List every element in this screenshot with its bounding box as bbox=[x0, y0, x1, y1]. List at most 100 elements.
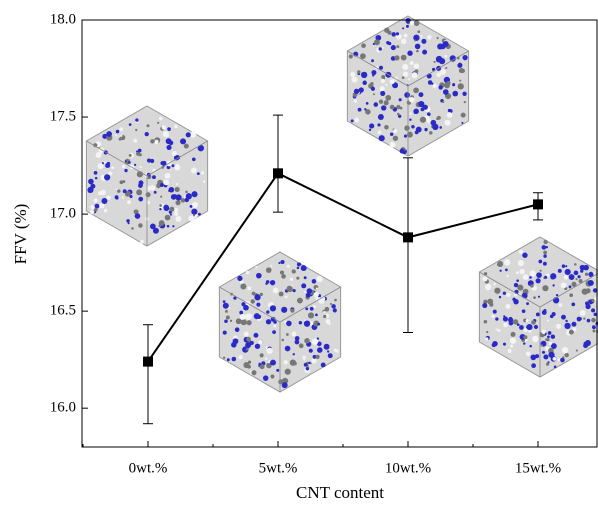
cube-speck bbox=[290, 309, 294, 313]
cube-speck bbox=[160, 196, 162, 198]
cube-speck bbox=[150, 139, 154, 143]
cube-speck bbox=[140, 166, 142, 168]
cube-speck bbox=[115, 134, 117, 136]
cube-speck bbox=[404, 125, 409, 130]
cube-speck bbox=[290, 359, 296, 365]
cube-speck bbox=[324, 344, 330, 350]
cube-speck bbox=[452, 91, 458, 97]
cube-speck bbox=[415, 130, 419, 134]
cube-speck bbox=[591, 308, 595, 312]
cube-speck bbox=[90, 210, 94, 214]
cube-speck bbox=[529, 345, 532, 348]
cube-speck bbox=[381, 105, 386, 110]
cube-speck bbox=[299, 343, 304, 348]
cube-speck bbox=[120, 180, 124, 184]
cube-speck bbox=[133, 139, 137, 143]
cube-speck bbox=[165, 215, 171, 221]
cube-speck bbox=[241, 302, 245, 306]
cube-speck bbox=[281, 307, 287, 313]
y-tick-label: 16.5 bbox=[50, 303, 76, 319]
cube-speck bbox=[440, 69, 446, 75]
cube-speck bbox=[351, 77, 357, 83]
cube-speck bbox=[541, 344, 543, 346]
x-tick-label: 0wt.% bbox=[129, 460, 168, 476]
error-bar bbox=[273, 115, 283, 212]
cube-speck bbox=[159, 117, 163, 121]
cube-speck bbox=[464, 101, 466, 103]
cube-speck bbox=[286, 286, 292, 292]
cube-speck bbox=[379, 66, 383, 70]
cube-speck bbox=[427, 35, 431, 39]
cube-speck bbox=[270, 305, 276, 311]
cube-speck bbox=[304, 291, 306, 293]
cube-speck bbox=[316, 288, 318, 290]
cube-speck bbox=[138, 183, 143, 188]
cube-speck bbox=[169, 207, 174, 212]
cube-speck bbox=[197, 172, 200, 175]
cube-speck bbox=[370, 82, 373, 85]
cube-speck bbox=[482, 277, 487, 282]
cube-speck bbox=[135, 129, 137, 131]
cube-speck bbox=[530, 284, 534, 288]
cube-speck bbox=[278, 379, 283, 384]
cube-speck bbox=[381, 75, 385, 79]
cube-speck bbox=[396, 32, 399, 35]
cube-speck bbox=[414, 20, 420, 26]
point bbox=[533, 199, 543, 209]
cube-speck bbox=[302, 356, 305, 359]
cube-speck bbox=[379, 47, 382, 50]
cube-speck bbox=[378, 114, 384, 120]
cube-speck bbox=[487, 299, 493, 305]
cube-speck bbox=[94, 198, 98, 202]
error-bar bbox=[143, 325, 153, 424]
cube-speck bbox=[159, 208, 161, 210]
cube-speck bbox=[198, 213, 201, 216]
cube-speck bbox=[485, 337, 488, 340]
cube-speck bbox=[494, 288, 500, 294]
cube-speck bbox=[415, 69, 419, 73]
cube-speck bbox=[138, 197, 143, 202]
cube-speck bbox=[286, 321, 292, 327]
cube-speck bbox=[452, 83, 455, 86]
cube-speck bbox=[496, 328, 498, 330]
cube-speck bbox=[548, 331, 552, 335]
cube-speck bbox=[136, 189, 142, 195]
cube-speck bbox=[550, 275, 554, 279]
cube-speck bbox=[493, 283, 496, 286]
cube-speck bbox=[254, 313, 260, 319]
cube-speck bbox=[532, 336, 538, 342]
cube-speck bbox=[105, 163, 110, 168]
cube-speck bbox=[243, 362, 249, 368]
cube-speck bbox=[192, 191, 198, 197]
cube-speck bbox=[564, 323, 570, 329]
cube-speck bbox=[336, 349, 339, 352]
cube-speck bbox=[266, 310, 269, 313]
cube-speck bbox=[249, 314, 251, 316]
cube-speck bbox=[407, 50, 412, 55]
cube-speck bbox=[263, 375, 268, 380]
cube-speck bbox=[246, 337, 251, 342]
cube-speck bbox=[297, 262, 301, 266]
cube-speck bbox=[122, 196, 124, 198]
cube-speck bbox=[91, 205, 95, 209]
cube-speck bbox=[226, 316, 230, 320]
y-axis-label: FFV (%) bbox=[11, 204, 30, 265]
cube-speck bbox=[203, 180, 206, 183]
cube-speck bbox=[327, 350, 329, 352]
cube-speck bbox=[224, 319, 228, 323]
cube-speck bbox=[385, 84, 387, 86]
cube-speck bbox=[88, 179, 94, 185]
cube-speck bbox=[188, 215, 194, 221]
cube-speck bbox=[546, 363, 549, 366]
cube-speck bbox=[379, 135, 385, 141]
cube-speck bbox=[127, 200, 131, 204]
cube-speck bbox=[576, 350, 578, 352]
cube-speck bbox=[558, 358, 561, 361]
cube-speck bbox=[553, 357, 557, 361]
cube-speck bbox=[260, 293, 263, 296]
cube-speck bbox=[172, 164, 175, 167]
cube-speck bbox=[503, 316, 508, 321]
cube-speck bbox=[230, 320, 232, 322]
cube-speck bbox=[164, 205, 170, 211]
cube-speck bbox=[237, 276, 242, 281]
